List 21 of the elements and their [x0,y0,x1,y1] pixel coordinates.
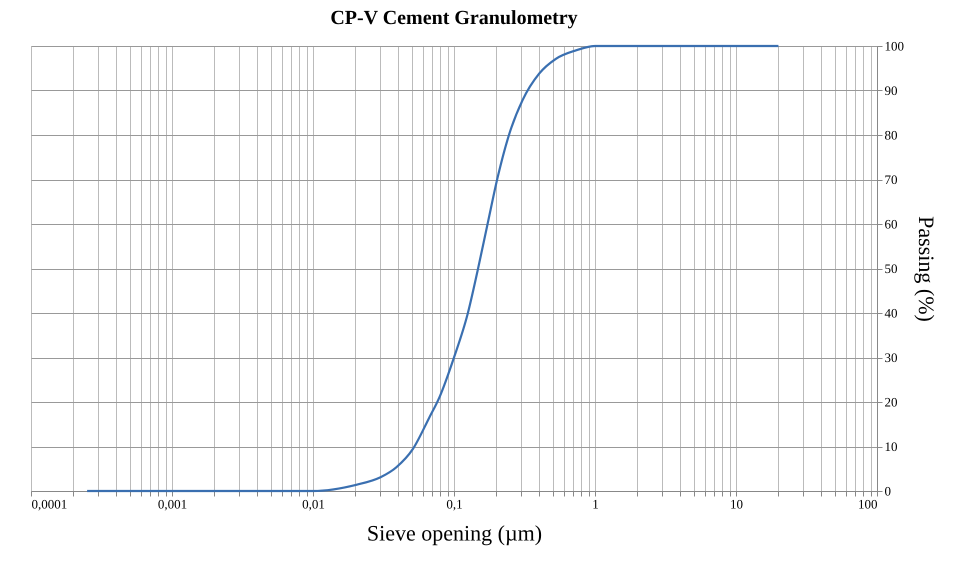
y-tick-label: 50 [884,261,898,276]
y-tick-label: 20 [884,394,898,410]
x-axis-title: Sieve opening (µm) [366,520,542,546]
x-tick-label: 0,0001 [32,496,68,512]
chart-title: CP-V Cement Granulometry [330,7,578,29]
x-tick-label: 0,1 [446,496,463,512]
y-tick-label: 80 [884,128,898,142]
x-tick-label: 100 [858,496,878,512]
y-tick-label: 70 [884,172,898,187]
x-tick-label: 0,01 [302,496,325,512]
x-tick-label: 1 [592,496,599,512]
y-tick-label: 40 [884,306,898,320]
x-tick-label: 0,001 [158,496,188,512]
y-tick-label: 10 [884,439,898,454]
y-axis-title: Passing (%) [914,216,939,322]
y-tick-label: 30 [884,350,898,365]
y-tick-label: 90 [884,83,898,98]
y-tick-label: 0 [884,484,891,498]
y-tick-label: 100 [884,38,904,54]
x-tick-label: 10 [730,496,743,512]
y-tick-label: 60 [884,216,898,232]
